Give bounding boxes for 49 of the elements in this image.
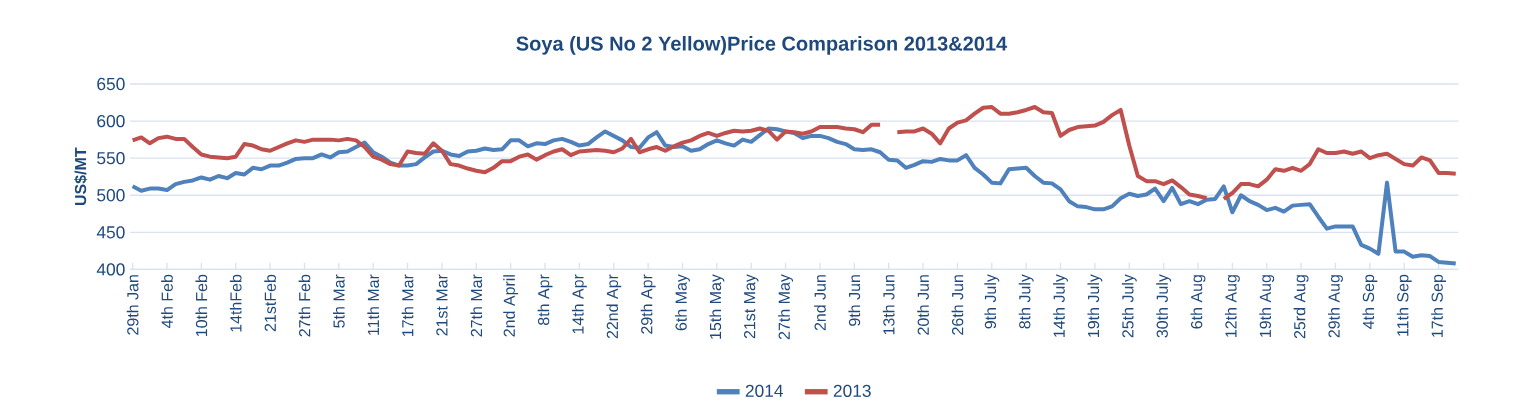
x-tick-label: 19th July xyxy=(1087,274,1103,338)
y-tick-label: 400 xyxy=(96,263,125,276)
x-tick-label: 26th Jun xyxy=(951,275,964,335)
x-tick-label: 11th Mar xyxy=(367,274,380,335)
x-tick-label: 14th July xyxy=(1053,274,1068,338)
y-tick-label: 450 xyxy=(96,226,125,239)
x-tick-label: 21stFeb xyxy=(264,274,276,332)
x-tick-label: 21st Mar xyxy=(436,274,448,336)
x-tick-label: 29th Apr xyxy=(640,274,656,334)
x-tick-label: 27th May xyxy=(778,274,794,340)
x-tick-label: 15th May xyxy=(709,274,725,339)
x-tick-label: 6th Aug xyxy=(1190,275,1206,329)
x-tick-label: 8th Apr xyxy=(537,274,553,326)
x-tick-label: 22nd Apr xyxy=(606,274,622,339)
x-tick-label: 12th Aug xyxy=(1224,275,1240,338)
y-tick-label: 550 xyxy=(97,152,125,165)
x-tick-label: 21st May xyxy=(743,274,759,339)
x-tick-label: 4th Feb xyxy=(161,274,173,329)
legend-label: 2013 xyxy=(833,384,871,398)
y-tick-label: 600 xyxy=(97,115,125,128)
y-tick-label: 500 xyxy=(97,189,125,202)
x-tick-label: 19th Aug xyxy=(1259,275,1275,338)
x-tick-label: 6th May xyxy=(675,274,690,331)
x-tick-label: 8th July xyxy=(1018,274,1034,329)
x-tick-label: 14th Apr xyxy=(571,274,587,334)
x-tick-label: 11th Sep xyxy=(1396,274,1412,336)
x-tick-label: 27th Mar xyxy=(470,274,483,337)
x-tick-label: 25rd Aug xyxy=(1293,275,1309,339)
x-tick-label: 20th Jun xyxy=(917,275,929,335)
x-tick-label: 4th Sep xyxy=(1362,274,1378,330)
x-tick-label: 30th July xyxy=(1156,274,1172,338)
x-tick-label: 29th Jan xyxy=(126,275,139,335)
x-tick-label: 13th Jun xyxy=(882,275,895,335)
x-tick-label: 5th Mar xyxy=(332,274,345,328)
x-tick-label: 2nd Jun xyxy=(814,275,826,331)
x-tick-label: 9th July xyxy=(984,274,1000,329)
x-tick-label: 29th Aug xyxy=(1328,275,1343,338)
x-tick-label: 25th July xyxy=(1121,274,1137,338)
y-tick-label: 650 xyxy=(97,78,125,91)
chart-title: Soya (US No 2 Yellow)Price Comparison 2013&2014 xyxy=(516,36,1008,55)
x-tick-label: 17th Mar xyxy=(401,274,414,337)
x-tick-label: 17th Sep xyxy=(1431,274,1447,338)
x-tick-label: 9th Jun xyxy=(848,275,861,326)
x-tick-label: 2nd April xyxy=(503,275,519,337)
y-axis-title: US$/MT xyxy=(74,147,88,206)
legend-label: 2014 xyxy=(745,384,784,398)
x-tick-label: 14thFeb xyxy=(229,274,242,332)
x-tick-label: 27th Feb xyxy=(298,274,311,337)
x-tick-label: 10th Feb xyxy=(195,274,208,337)
